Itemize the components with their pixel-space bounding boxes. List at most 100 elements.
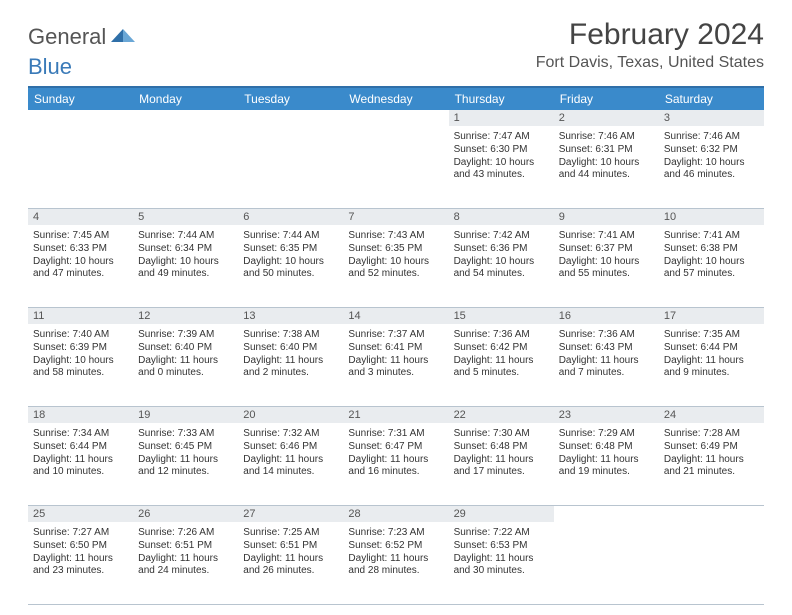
day-number: 4 bbox=[28, 209, 133, 225]
sunset: Sunset: 6:42 PM bbox=[454, 342, 549, 355]
sunrise: Sunrise: 7:44 AM bbox=[243, 230, 338, 243]
day-cell: Sunrise: 7:36 AMSunset: 6:43 PMDaylight:… bbox=[554, 324, 659, 406]
day-cell: Sunrise: 7:34 AMSunset: 6:44 PMDaylight:… bbox=[28, 423, 133, 505]
sunrise: Sunrise: 7:47 AM bbox=[454, 131, 549, 144]
daylight: Daylight: 11 hours and 24 minutes. bbox=[138, 553, 233, 579]
day-info: Sunrise: 7:22 AMSunset: 6:53 PMDaylight:… bbox=[454, 525, 549, 578]
day-cell: Sunrise: 7:41 AMSunset: 6:37 PMDaylight:… bbox=[554, 225, 659, 307]
day-cell: Sunrise: 7:27 AMSunset: 6:50 PMDaylight:… bbox=[28, 522, 133, 604]
sunset: Sunset: 6:48 PM bbox=[559, 441, 654, 454]
daylight: Daylight: 10 hours and 46 minutes. bbox=[664, 157, 759, 183]
sunset: Sunset: 6:49 PM bbox=[664, 441, 759, 454]
day-info: Sunrise: 7:36 AMSunset: 6:43 PMDaylight:… bbox=[559, 327, 654, 380]
sunrise: Sunrise: 7:28 AM bbox=[664, 428, 759, 441]
daylight: Daylight: 11 hours and 17 minutes. bbox=[454, 454, 549, 480]
sunrise: Sunrise: 7:38 AM bbox=[243, 329, 338, 342]
day-info: Sunrise: 7:23 AMSunset: 6:52 PMDaylight:… bbox=[348, 525, 443, 578]
sunset: Sunset: 6:34 PM bbox=[138, 243, 233, 256]
day-header: Thursday bbox=[449, 88, 554, 110]
daynum-row: 18192021222324 bbox=[28, 407, 764, 423]
sunrise: Sunrise: 7:36 AM bbox=[559, 329, 654, 342]
sunset: Sunset: 6:46 PM bbox=[243, 441, 338, 454]
day-number: 7 bbox=[343, 209, 448, 225]
day-info: Sunrise: 7:35 AMSunset: 6:44 PMDaylight:… bbox=[664, 327, 759, 380]
sunset: Sunset: 6:30 PM bbox=[454, 144, 549, 157]
day-info: Sunrise: 7:40 AMSunset: 6:39 PMDaylight:… bbox=[33, 327, 128, 380]
day-number: 23 bbox=[554, 407, 659, 423]
day-info: Sunrise: 7:30 AMSunset: 6:48 PMDaylight:… bbox=[454, 426, 549, 479]
day-info: Sunrise: 7:26 AMSunset: 6:51 PMDaylight:… bbox=[138, 525, 233, 578]
day-cell bbox=[554, 522, 659, 604]
day-info: Sunrise: 7:45 AMSunset: 6:33 PMDaylight:… bbox=[33, 228, 128, 281]
day-header: Saturday bbox=[659, 88, 764, 110]
sunrise: Sunrise: 7:35 AM bbox=[664, 329, 759, 342]
day-cell: Sunrise: 7:40 AMSunset: 6:39 PMDaylight:… bbox=[28, 324, 133, 406]
sunrise: Sunrise: 7:46 AM bbox=[559, 131, 654, 144]
sunset: Sunset: 6:33 PM bbox=[33, 243, 128, 256]
day-cell: Sunrise: 7:41 AMSunset: 6:38 PMDaylight:… bbox=[659, 225, 764, 307]
daylight: Daylight: 11 hours and 12 minutes. bbox=[138, 454, 233, 480]
daylight: Daylight: 10 hours and 54 minutes. bbox=[454, 256, 549, 282]
day-number bbox=[554, 506, 659, 522]
day-info: Sunrise: 7:33 AMSunset: 6:45 PMDaylight:… bbox=[138, 426, 233, 479]
day-cell: Sunrise: 7:28 AMSunset: 6:49 PMDaylight:… bbox=[659, 423, 764, 505]
day-number: 24 bbox=[659, 407, 764, 423]
day-cell: Sunrise: 7:38 AMSunset: 6:40 PMDaylight:… bbox=[238, 324, 343, 406]
day-number: 1 bbox=[449, 110, 554, 126]
sunset: Sunset: 6:31 PM bbox=[559, 144, 654, 157]
calendar-page: General February 2024 Fort Davis, Texas,… bbox=[0, 0, 792, 615]
day-cell: Sunrise: 7:29 AMSunset: 6:48 PMDaylight:… bbox=[554, 423, 659, 505]
day-number: 17 bbox=[659, 308, 764, 324]
day-cell: Sunrise: 7:36 AMSunset: 6:42 PMDaylight:… bbox=[449, 324, 554, 406]
week-row: Sunrise: 7:40 AMSunset: 6:39 PMDaylight:… bbox=[28, 324, 764, 407]
day-info: Sunrise: 7:36 AMSunset: 6:42 PMDaylight:… bbox=[454, 327, 549, 380]
day-header: Tuesday bbox=[238, 88, 343, 110]
day-info: Sunrise: 7:46 AMSunset: 6:32 PMDaylight:… bbox=[664, 129, 759, 182]
sunrise: Sunrise: 7:27 AM bbox=[33, 527, 128, 540]
sunrise: Sunrise: 7:33 AM bbox=[138, 428, 233, 441]
sunset: Sunset: 6:52 PM bbox=[348, 540, 443, 553]
day-number: 20 bbox=[238, 407, 343, 423]
day-info: Sunrise: 7:32 AMSunset: 6:46 PMDaylight:… bbox=[243, 426, 338, 479]
day-number: 18 bbox=[28, 407, 133, 423]
day-number: 13 bbox=[238, 308, 343, 324]
sunrise: Sunrise: 7:29 AM bbox=[559, 428, 654, 441]
sunset: Sunset: 6:41 PM bbox=[348, 342, 443, 355]
daylight: Daylight: 10 hours and 52 minutes. bbox=[348, 256, 443, 282]
day-cell: Sunrise: 7:47 AMSunset: 6:30 PMDaylight:… bbox=[449, 126, 554, 208]
day-cell bbox=[238, 126, 343, 208]
day-info: Sunrise: 7:44 AMSunset: 6:34 PMDaylight:… bbox=[138, 228, 233, 281]
sunset: Sunset: 6:53 PM bbox=[454, 540, 549, 553]
day-number: 2 bbox=[554, 110, 659, 126]
day-number: 16 bbox=[554, 308, 659, 324]
day-header: Friday bbox=[554, 88, 659, 110]
sunset: Sunset: 6:51 PM bbox=[138, 540, 233, 553]
sunset: Sunset: 6:35 PM bbox=[348, 243, 443, 256]
sunrise: Sunrise: 7:22 AM bbox=[454, 527, 549, 540]
sunrise: Sunrise: 7:34 AM bbox=[33, 428, 128, 441]
day-number: 9 bbox=[554, 209, 659, 225]
day-number: 6 bbox=[238, 209, 343, 225]
daylight: Daylight: 10 hours and 58 minutes. bbox=[33, 355, 128, 381]
daylight: Daylight: 10 hours and 49 minutes. bbox=[138, 256, 233, 282]
sunrise: Sunrise: 7:42 AM bbox=[454, 230, 549, 243]
sunset: Sunset: 6:43 PM bbox=[559, 342, 654, 355]
day-cell: Sunrise: 7:35 AMSunset: 6:44 PMDaylight:… bbox=[659, 324, 764, 406]
week-row: Sunrise: 7:45 AMSunset: 6:33 PM Daylight:… bbox=[28, 225, 764, 308]
sunset: Sunset: 6:48 PM bbox=[454, 441, 549, 454]
sunset: Sunset: 6:37 PM bbox=[559, 243, 654, 256]
day-cell: Sunrise: 7:31 AMSunset: 6:47 PMDaylight:… bbox=[343, 423, 448, 505]
daylight: Daylight: 11 hours and 28 minutes. bbox=[348, 553, 443, 579]
daylight: Daylight: 11 hours and 3 minutes. bbox=[348, 355, 443, 381]
sunrise: Sunrise: 7:36 AM bbox=[454, 329, 549, 342]
daylight: Daylight: 10 hours and 50 minutes. bbox=[243, 256, 338, 282]
daylight: Daylight: 11 hours and 7 minutes. bbox=[559, 355, 654, 381]
sunset: Sunset: 6:32 PM bbox=[664, 144, 759, 157]
sunrise: Sunrise: 7:45 AM bbox=[33, 230, 128, 243]
weeks-container: 123Sunrise: 7:47 AMSunset: 6:30 PMDaylig… bbox=[28, 110, 764, 605]
week-row: Sunrise: 7:27 AMSunset: 6:50 PMDaylight:… bbox=[28, 522, 764, 605]
day-cell: Sunrise: 7:46 AMSunset: 6:32 PMDaylight:… bbox=[659, 126, 764, 208]
day-number bbox=[238, 110, 343, 126]
day-cell: Sunrise: 7:44 AMSunset: 6:34 PMDaylight:… bbox=[133, 225, 238, 307]
daylight: Daylight: 11 hours and 0 minutes. bbox=[138, 355, 233, 381]
